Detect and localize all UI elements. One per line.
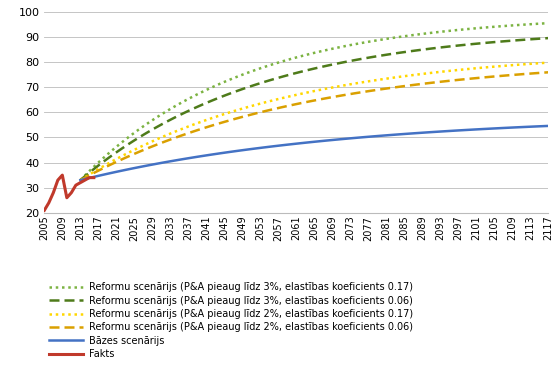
Fakts	[77, 180, 84, 185]
Bāzes scenārijs	[414, 131, 421, 135]
Reformu scenārijs (P&A pieaug līdz 3%, elastības koeficients 0.06)	[77, 178, 84, 183]
Bāzes scenārijs	[81, 177, 88, 182]
Reformu scenārijs (P&A pieaug līdz 2%, elastības koeficients 0.06)	[280, 104, 286, 109]
Fakts	[68, 190, 75, 195]
Reformu scenārijs (P&A pieaug līdz 3%, elastības koeficients 0.06)	[536, 36, 543, 41]
Reformu scenārijs (P&A pieaug līdz 2%, elastības koeficients 0.06)	[545, 70, 552, 75]
Reformu scenārijs (P&A pieaug līdz 2%, elastības koeficients 0.17)	[419, 72, 425, 76]
Fakts	[41, 208, 48, 213]
Reformu scenārijs (P&A pieaug līdz 2%, elastības koeficients 0.17)	[81, 175, 88, 180]
Bāzes scenārijs	[140, 164, 147, 169]
Fakts	[73, 183, 79, 188]
Line: Reformu scenārijs (P&A pieaug līdz 2%, elastības koeficients 0.06): Reformu scenārijs (P&A pieaug līdz 2%, e…	[80, 72, 548, 180]
Reformu scenārijs (P&A pieaug līdz 2%, elastības koeficients 0.17)	[536, 61, 543, 65]
Fakts	[81, 178, 88, 183]
Legend: Reformu scenārijs (P&A pieaug līdz 3%, elastības koeficients 0.17), Reformu scen: Reformu scenārijs (P&A pieaug līdz 3%, e…	[49, 282, 413, 359]
Reformu scenārijs (P&A pieaug līdz 2%, elastības koeficients 0.06)	[77, 178, 84, 183]
Line: Reformu scenārijs (P&A pieaug līdz 2%, elastības koeficients 0.17): Reformu scenārijs (P&A pieaug līdz 2%, e…	[80, 63, 548, 180]
Reformu scenārijs (P&A pieaug līdz 3%, elastības koeficients 0.17)	[545, 21, 552, 26]
Reformu scenārijs (P&A pieaug līdz 3%, elastības koeficients 0.17)	[77, 178, 84, 183]
Reformu scenārijs (P&A pieaug līdz 2%, elastības koeficients 0.17)	[280, 96, 286, 100]
Reformu scenārijs (P&A pieaug līdz 2%, elastības koeficients 0.06)	[536, 70, 543, 75]
Reformu scenārijs (P&A pieaug līdz 3%, elastības koeficients 0.06)	[81, 174, 88, 179]
Reformu scenārijs (P&A pieaug līdz 3%, elastības koeficients 0.17)	[140, 124, 147, 128]
Reformu scenārijs (P&A pieaug līdz 3%, elastības koeficients 0.17)	[536, 21, 543, 26]
Fakts	[59, 173, 65, 177]
Bāzes scenārijs	[77, 178, 84, 183]
Bāzes scenārijs	[419, 130, 425, 135]
Reformu scenārijs (P&A pieaug līdz 3%, elastības koeficients 0.17)	[419, 32, 425, 36]
Line: Fakts: Fakts	[44, 175, 94, 211]
Reformu scenārijs (P&A pieaug līdz 3%, elastības koeficients 0.06)	[545, 36, 552, 40]
Line: Reformu scenārijs (P&A pieaug līdz 3%, elastības koeficients 0.06): Reformu scenārijs (P&A pieaug līdz 3%, e…	[80, 38, 548, 180]
Fakts	[50, 190, 57, 195]
Reformu scenārijs (P&A pieaug līdz 2%, elastības koeficients 0.06)	[81, 175, 88, 180]
Fakts	[90, 175, 97, 180]
Bāzes scenārijs	[536, 124, 543, 128]
Reformu scenārijs (P&A pieaug līdz 3%, elastības koeficients 0.06)	[414, 48, 421, 53]
Reformu scenārijs (P&A pieaug līdz 2%, elastības koeficients 0.17)	[140, 143, 147, 148]
Line: Bāzes scenārijs: Bāzes scenārijs	[80, 126, 548, 180]
Reformu scenārijs (P&A pieaug līdz 2%, elastības koeficients 0.17)	[545, 60, 552, 65]
Bāzes scenārijs	[545, 123, 552, 128]
Reformu scenārijs (P&A pieaug līdz 2%, elastības koeficients 0.06)	[140, 148, 147, 152]
Reformu scenārijs (P&A pieaug līdz 3%, elastības koeficients 0.06)	[280, 74, 286, 79]
Fakts	[54, 178, 61, 183]
Reformu scenārijs (P&A pieaug līdz 3%, elastības koeficients 0.17)	[280, 59, 286, 63]
Reformu scenārijs (P&A pieaug līdz 3%, elastības koeficients 0.17)	[414, 32, 421, 37]
Reformu scenārijs (P&A pieaug līdz 3%, elastības koeficients 0.17)	[81, 173, 88, 178]
Fakts	[86, 175, 93, 180]
Reformu scenārijs (P&A pieaug līdz 3%, elastības koeficients 0.06)	[419, 47, 425, 52]
Reformu scenārijs (P&A pieaug līdz 2%, elastības koeficients 0.17)	[414, 72, 421, 77]
Reformu scenārijs (P&A pieaug līdz 2%, elastības koeficients 0.17)	[77, 178, 84, 183]
Fakts	[64, 195, 70, 200]
Reformu scenārijs (P&A pieaug līdz 3%, elastības koeficients 0.06)	[140, 132, 147, 137]
Bāzes scenārijs	[280, 143, 286, 147]
Line: Reformu scenārijs (P&A pieaug līdz 3%, elastības koeficients 0.17): Reformu scenārijs (P&A pieaug līdz 3%, e…	[80, 23, 548, 180]
Fakts	[45, 200, 52, 205]
Reformu scenārijs (P&A pieaug līdz 2%, elastības koeficients 0.06)	[414, 82, 421, 87]
Reformu scenārijs (P&A pieaug līdz 2%, elastības koeficients 0.06)	[419, 82, 425, 86]
